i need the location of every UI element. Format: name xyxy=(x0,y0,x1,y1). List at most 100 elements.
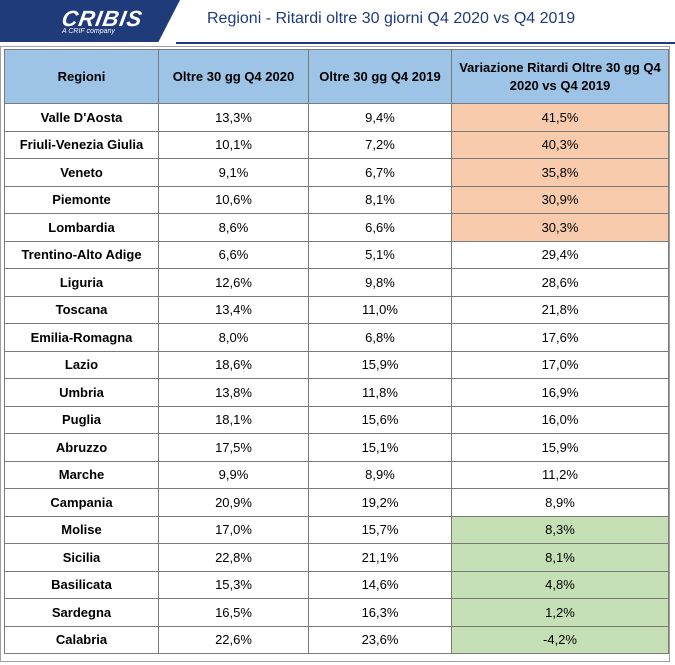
q4-2020-cell: 10,6% xyxy=(158,185,309,214)
q4-2020-cell: 6,6% xyxy=(158,240,309,269)
page-title: Regioni - Ritardi oltre 30 giorni Q4 202… xyxy=(207,10,576,27)
q4-2019-cell: 6,8% xyxy=(308,323,452,352)
variation-cell: 16,0% xyxy=(451,405,669,434)
q4-2020-cell: 18,1% xyxy=(158,405,309,434)
column-header-q4-2020: Oltre 30 gg Q4 2020 xyxy=(158,49,309,104)
variation-cell: 1,2% xyxy=(451,598,669,627)
q4-2020-cell: 13,8% xyxy=(158,378,309,407)
q4-2020-cell: 10,1% xyxy=(158,130,309,159)
q4-2019-cell: 11,0% xyxy=(308,295,452,324)
table-row: Campania 20,9% 19,2% 8,9% xyxy=(4,488,669,517)
region-cell: Liguria xyxy=(4,268,159,297)
q4-2020-cell: 22,6% xyxy=(158,625,309,654)
column-header-regioni: Regioni xyxy=(4,49,159,104)
region-cell: Lazio xyxy=(4,350,159,379)
q4-2020-cell: 13,4% xyxy=(158,295,309,324)
variation-cell: 8,1% xyxy=(451,543,669,572)
variation-cell: 35,8% xyxy=(451,158,669,187)
variation-cell: 30,3% xyxy=(451,213,669,242)
variation-cell: 40,3% xyxy=(451,130,669,159)
table-row: Molise 17,0% 15,7% 8,3% xyxy=(4,515,669,544)
q4-2020-cell: 13,3% xyxy=(158,103,309,132)
header: CRIBIS A CRIF company Regioni - Ritardi … xyxy=(0,0,675,44)
q4-2019-cell: 6,7% xyxy=(308,158,452,187)
q4-2020-cell: 9,1% xyxy=(158,158,309,187)
q4-2020-cell: 16,5% xyxy=(158,598,309,627)
q4-2020-cell: 17,5% xyxy=(158,433,309,462)
table-row: Valle D'Aosta 13,3% 9,4% 41,5% xyxy=(4,103,669,132)
q4-2020-cell: 22,8% xyxy=(158,543,309,572)
variation-cell: 41,5% xyxy=(451,103,669,132)
variation-cell: 8,3% xyxy=(451,515,669,544)
table-row: Sicilia 22,8% 21,1% 8,1% xyxy=(4,543,669,572)
table-row: Basilicata 15,3% 14,6% 4,8% xyxy=(4,570,669,599)
table-row: Calabria 22,6% 23,6% -4,2% xyxy=(4,625,669,654)
q4-2019-cell: 9,8% xyxy=(308,268,452,297)
column-header-variazione: Variazione Ritardi Oltre 30 gg Q4 2020 v… xyxy=(451,49,669,104)
q4-2019-cell: 9,4% xyxy=(308,103,452,132)
variation-cell: 8,9% xyxy=(451,488,669,517)
q4-2019-cell: 15,7% xyxy=(308,515,452,544)
variation-cell: 17,0% xyxy=(451,350,669,379)
q4-2019-cell: 19,2% xyxy=(308,488,452,517)
table-row: Piemonte 10,6% 8,1% 30,9% xyxy=(4,185,669,214)
table-row: Friuli-Venezia Giulia 10,1% 7,2% 40,3% xyxy=(4,130,669,159)
q4-2019-cell: 15,9% xyxy=(308,350,452,379)
region-cell: Marche xyxy=(4,460,159,489)
q4-2020-cell: 17,0% xyxy=(158,515,309,544)
region-cell: Valle D'Aosta xyxy=(4,103,159,132)
variation-cell: 4,8% xyxy=(451,570,669,599)
region-cell: Sardegna xyxy=(4,598,159,627)
regions-table: Regioni Oltre 30 gg Q4 2020 Oltre 30 gg … xyxy=(4,49,669,654)
q4-2020-cell: 9,9% xyxy=(158,460,309,489)
variation-cell: 30,9% xyxy=(451,185,669,214)
variation-cell: 17,6% xyxy=(451,323,669,352)
table-body: Valle D'Aosta 13,3% 9,4% 41,5% Friuli-Venezi… xyxy=(4,103,669,654)
q4-2020-cell: 20,9% xyxy=(158,488,309,517)
region-cell: Calabria xyxy=(4,625,159,654)
table-row: Sardegna 16,5% 16,3% 1,2% xyxy=(4,598,669,627)
region-cell: Piemonte xyxy=(4,185,159,214)
q4-2020-cell: 8,6% xyxy=(158,213,309,242)
table-row: Liguria 12,6% 9,8% 28,6% xyxy=(4,268,669,297)
table-row: Puglia 18,1% 15,6% 16,0% xyxy=(4,405,669,434)
q4-2019-cell: 8,1% xyxy=(308,185,452,214)
region-cell: Emilia-Romagna xyxy=(4,323,159,352)
q4-2020-cell: 8,0% xyxy=(158,323,309,352)
q4-2019-cell: 15,1% xyxy=(308,433,452,462)
q4-2019-cell: 15,6% xyxy=(308,405,452,434)
table-row: Veneto 9,1% 6,7% 35,8% xyxy=(4,158,669,187)
region-cell: Umbria xyxy=(4,378,159,407)
table-row: Marche 9,9% 8,9% 11,2% xyxy=(4,460,669,489)
title-divider xyxy=(176,42,675,44)
region-cell: Molise xyxy=(4,515,159,544)
table-row: Emilia-Romagna 8,0% 6,8% 17,6% xyxy=(4,323,669,352)
region-cell: Puglia xyxy=(4,405,159,434)
table-row: Abruzzo 17,5% 15,1% 15,9% xyxy=(4,433,669,462)
region-cell: Basilicata xyxy=(4,570,159,599)
region-cell: Veneto xyxy=(4,158,159,187)
variation-cell: 16,9% xyxy=(451,378,669,407)
q4-2019-cell: 6,6% xyxy=(308,213,452,242)
q4-2019-cell: 23,6% xyxy=(308,625,452,654)
region-cell: Sicilia xyxy=(4,543,159,572)
variation-cell: -4,2% xyxy=(451,625,669,654)
table-row: Lazio 18,6% 15,9% 17,0% xyxy=(4,350,669,379)
q4-2019-cell: 8,9% xyxy=(308,460,452,489)
q4-2019-cell: 7,2% xyxy=(308,130,452,159)
q4-2020-cell: 12,6% xyxy=(158,268,309,297)
table-row: Umbria 13,8% 11,8% 16,9% xyxy=(4,378,669,407)
region-cell: Friuli-Venezia Giulia xyxy=(4,130,159,159)
variation-cell: 28,6% xyxy=(451,268,669,297)
table-row: Lombardia 8,6% 6,6% 30,3% xyxy=(4,213,669,242)
column-header-q4-2019: Oltre 30 gg Q4 2019 xyxy=(308,49,452,104)
q4-2020-cell: 18,6% xyxy=(158,350,309,379)
region-cell: Campania xyxy=(4,488,159,517)
q4-2019-cell: 5,1% xyxy=(308,240,452,269)
variation-cell: 15,9% xyxy=(451,433,669,462)
variation-cell: 11,2% xyxy=(451,460,669,489)
variation-cell: 29,4% xyxy=(451,240,669,269)
logo-subtext: A CRIF company xyxy=(62,28,115,35)
q4-2019-cell: 14,6% xyxy=(308,570,452,599)
variation-cell: 21,8% xyxy=(451,295,669,324)
